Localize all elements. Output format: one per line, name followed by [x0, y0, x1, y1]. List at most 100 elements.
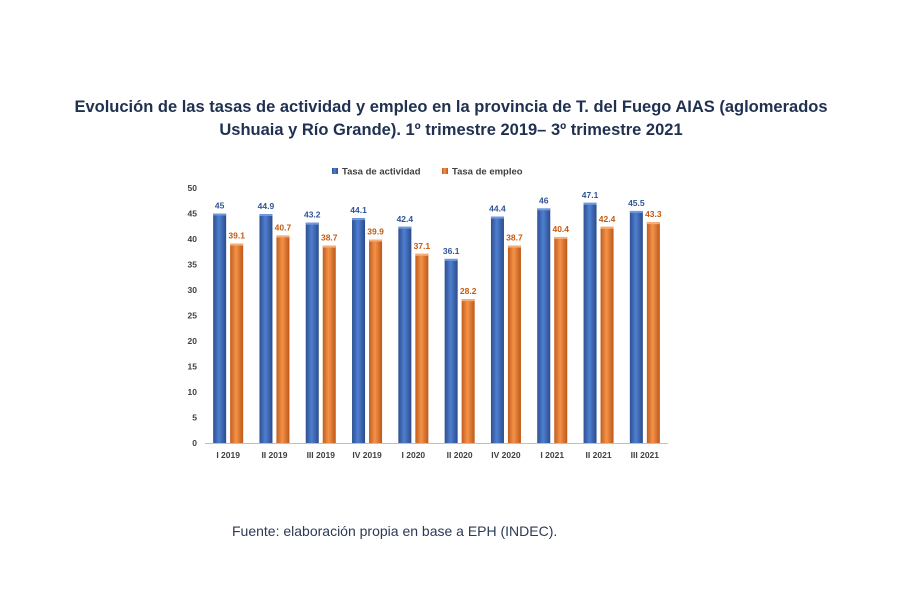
data-label-activity: 45.5 — [628, 198, 645, 208]
y-tick-label: 15 — [188, 362, 198, 372]
bar-cap — [629, 210, 643, 213]
bar-group: 47.1 42.4 — [582, 190, 616, 443]
data-label-activity: 42.4 — [397, 214, 414, 224]
bar-group: 44.1 39.9 — [350, 205, 384, 443]
bar-employment — [276, 235, 290, 443]
y-tick-label: 45 — [188, 209, 198, 219]
y-tick-label: 0 — [192, 438, 197, 448]
data-label-employment: 38.7 — [506, 233, 523, 243]
data-label-activity: 45 — [215, 201, 225, 211]
bar-cap — [646, 222, 660, 225]
bar-activity — [259, 214, 273, 443]
data-label-employment: 39.9 — [367, 227, 384, 237]
data-label-employment: 28.2 — [460, 286, 477, 296]
bar-cap — [444, 258, 458, 261]
bar-group: 46 40.4 — [537, 195, 569, 443]
x-tick-label: II 2021 — [586, 450, 612, 460]
bar-activity — [490, 216, 504, 443]
bar-activity — [213, 213, 227, 443]
bar-cap — [537, 208, 551, 211]
x-tick-label: I 2020 — [402, 450, 426, 460]
y-tick-label: 10 — [188, 387, 198, 397]
bar-cap — [213, 213, 227, 216]
bar-activity — [444, 258, 458, 443]
legend-item-activity: Tasa de actividad — [332, 167, 421, 178]
bar-activity — [398, 226, 412, 443]
chart-title-line-1: Evolución de las tasas de actividad y em… — [74, 98, 828, 116]
x-tick-label: II 2020 — [447, 450, 473, 460]
chart-title: Evolución de las tasas de actividad y em… — [40, 96, 862, 142]
x-axis: I 2019 II 2019 III 2019 IV 2019 I 2020 II 202… — [205, 443, 668, 460]
bar-activity — [583, 202, 597, 443]
bar-group: 43.2 38.7 — [304, 210, 338, 443]
bar-cap — [352, 218, 366, 221]
x-tick-label: III 2019 — [307, 450, 336, 460]
y-tick-label: 50 — [188, 183, 198, 193]
legend-item-employment: Tasa de empleo — [442, 167, 523, 178]
bar-group: 42.4 37.1 — [397, 214, 431, 443]
legend-label: Tasa de empleo — [452, 167, 523, 178]
y-tick-label: 35 — [188, 260, 198, 270]
bar-cap — [259, 214, 273, 217]
data-label-employment: 40.4 — [552, 224, 569, 234]
bar-cap — [415, 253, 429, 256]
bar-group: 45 39.1 — [213, 201, 245, 443]
data-label-activity: 44.9 — [258, 201, 275, 211]
bar-cap — [398, 226, 412, 229]
source-note: Fuente: elaboración propia en base a EPH… — [232, 523, 558, 539]
x-tick-label: I 2019 — [216, 450, 240, 460]
bar-cap — [461, 299, 475, 302]
bar-cap — [369, 239, 383, 242]
data-label-employment: 39.1 — [228, 231, 245, 241]
y-tick-label: 5 — [192, 413, 197, 423]
data-label-activity: 43.2 — [304, 210, 321, 220]
data-label-employment: 43.3 — [645, 209, 662, 219]
data-label-employment: 40.7 — [275, 222, 292, 232]
bar-cap — [276, 235, 290, 238]
bar-employment — [461, 299, 475, 443]
bar-cap — [554, 236, 568, 239]
bar-activity — [629, 210, 643, 443]
bar-employment — [322, 245, 336, 443]
bar-employment — [415, 253, 429, 443]
bar-cap — [583, 202, 597, 205]
bar-group: 36.1 28.2 — [443, 246, 477, 443]
data-label-employment: 42.4 — [599, 214, 616, 224]
data-label-activity: 46 — [539, 195, 549, 205]
y-tick-label: 30 — [188, 285, 198, 295]
x-tick-label: III 2021 — [631, 450, 660, 460]
bar-cap — [490, 216, 504, 219]
bar-cap — [322, 245, 336, 248]
bar-activity — [352, 218, 366, 443]
y-tick-label: 25 — [188, 311, 198, 321]
bar-cap — [230, 243, 244, 246]
bar-employment — [369, 239, 383, 443]
chart-title-line-2: Ushuaia y Río Grande). 1º trimestre 2019… — [219, 121, 683, 139]
y-tick-label: 20 — [188, 336, 198, 346]
bar-group: 44.4 38.7 — [489, 204, 523, 443]
legend-label: Tasa de actividad — [342, 167, 421, 178]
bars: 45 39.1 44.9 40.7 43.2 38.7 44.1 39.9 42.4 37.1 36… — [213, 190, 662, 443]
bar-employment — [507, 245, 521, 443]
data-label-activity: 36.1 — [443, 246, 460, 256]
x-tick-label: I 2021 — [540, 450, 564, 460]
legend-swatch — [442, 168, 448, 174]
bar-cap — [305, 222, 319, 225]
bar-employment — [646, 222, 660, 443]
data-label-employment: 37.1 — [414, 241, 431, 251]
bar-employment — [600, 226, 614, 443]
data-label-activity: 47.1 — [582, 190, 599, 200]
data-label-employment: 38.7 — [321, 233, 338, 243]
chart-legend: Tasa de actividad Tasa de empleo — [332, 167, 523, 178]
legend-swatch — [332, 168, 338, 174]
bar-employment — [230, 243, 244, 443]
bar-group: 45.543.3 — [628, 198, 662, 443]
bar-employment — [554, 236, 568, 443]
data-label-activity: 44.4 — [489, 204, 506, 214]
bar-activity — [537, 208, 551, 443]
y-tick-label: 40 — [188, 234, 198, 244]
bar-activity — [305, 222, 319, 443]
bar-cap — [600, 226, 614, 229]
